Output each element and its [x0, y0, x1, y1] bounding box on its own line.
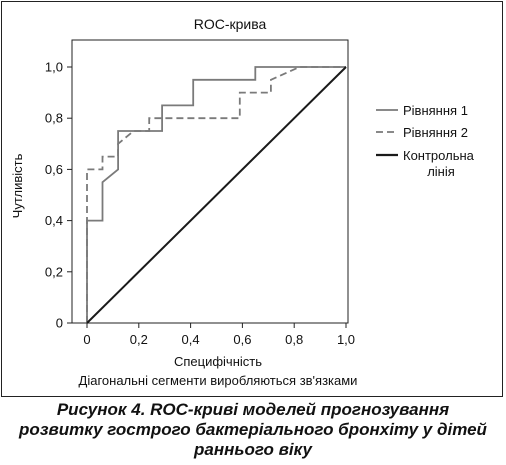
y-tick-label: 0,6 — [45, 162, 63, 177]
y-axis-label: Чутливість — [10, 153, 25, 218]
legend-label: лінія — [427, 164, 455, 179]
chart-note: Діагональні сегменти виробляються зв'язк… — [79, 373, 358, 388]
y-tick-label: 0,2 — [45, 264, 63, 279]
y-tick-label: 0,4 — [45, 213, 63, 228]
x-tick-label: 0,8 — [285, 332, 303, 347]
roc-chart: ROC-крива 0 0,2 0,4 0,6 0,8 1,0 0 0,2 0,4 0,6 0,8 1… — [10, 16, 475, 388]
chart-title: ROC-крива — [194, 16, 267, 32]
plot-area — [71, 39, 349, 324]
y-tick-label: 0,8 — [45, 111, 63, 126]
series-line-2 — [86, 66, 346, 323]
x-tick-label: 0 — [83, 332, 90, 347]
legend-label: Контрольна — [403, 148, 475, 163]
series-layer — [86, 66, 347, 324]
x-tick-label: 1,0 — [337, 332, 355, 347]
caption-line: розвитку гострого бактеріального бронхіт… — [19, 420, 487, 439]
figure-caption: Рисунок 4. ROC-криві моделей прогнозуван… — [0, 400, 506, 460]
caption-line: Рисунок 4. ROC-криві моделей прогнозуван… — [56, 400, 450, 419]
legend-label: Рівняння 1 — [403, 103, 468, 118]
y-tick-label: 0 — [56, 316, 63, 331]
x-tick-label: 0,6 — [233, 332, 251, 347]
legend-label: Рівняння 2 — [403, 125, 468, 140]
caption-line: раннього віку — [194, 440, 312, 459]
series-line-1 — [86, 66, 346, 323]
plot-border — [71, 39, 349, 324]
y-tick-label: 1,0 — [45, 60, 63, 75]
series-line-3 — [86, 66, 347, 324]
x-tick-label: 0,4 — [182, 332, 200, 347]
figure-frame — [1, 1, 503, 397]
x-tick-label: 0,2 — [130, 332, 148, 347]
axes: 0 0,2 0,4 0,6 0,8 1,0 0 0,2 0,4 0,6 0,8 1,0 — [45, 60, 355, 348]
x-axis-label: Специфічність — [174, 354, 262, 369]
